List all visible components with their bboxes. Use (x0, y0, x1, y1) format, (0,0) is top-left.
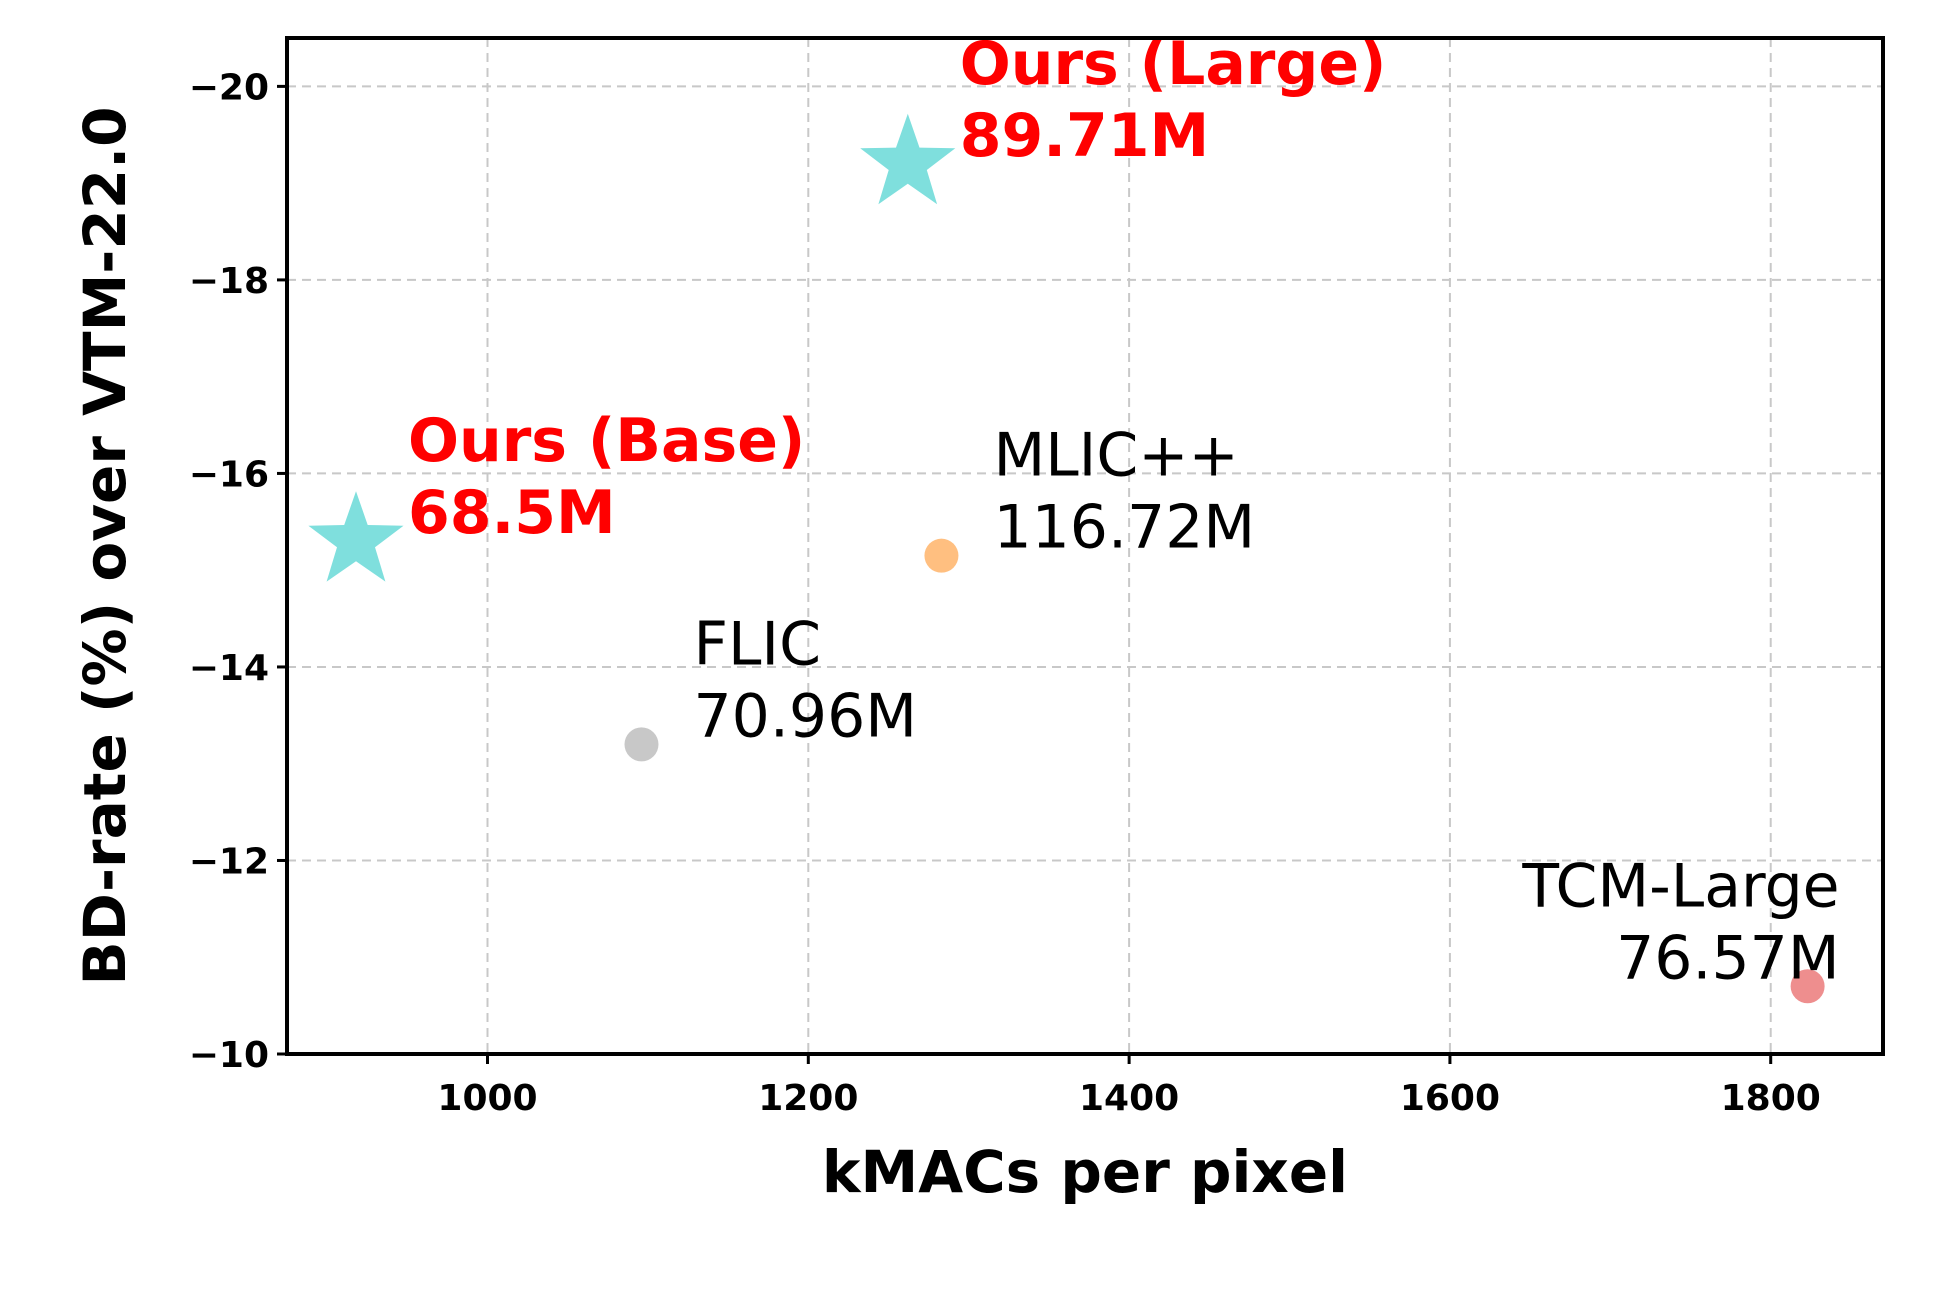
point-ours-large: Ours (Large)89.71M (860, 29, 1387, 205)
x-tick-label: 1800 (1721, 1078, 1821, 1119)
circle-marker (624, 727, 659, 762)
point-params-label: 116.72M (993, 493, 1255, 563)
point-mlic: MLIC++116.72M (924, 421, 1255, 573)
y-tick-label: −16 (189, 454, 269, 495)
x-tick-label: 1600 (1400, 1078, 1500, 1119)
y-tick-label: −12 (189, 841, 269, 882)
y-tick-label: −18 (189, 261, 269, 302)
data-points: Ours (Large)89.71M Ours (Base)68.5M MLIC++… (308, 29, 1840, 1004)
point-params-label: 68.5M (408, 478, 616, 548)
point-name-label: FLIC (693, 609, 821, 679)
x-tick-label: 1400 (1079, 1078, 1179, 1119)
point-name-label: TCM-Large (1521, 851, 1839, 921)
point-params-label: 70.96M (693, 681, 917, 751)
point-params-label: 76.57M (1616, 923, 1840, 993)
x-tick-label: 1200 (758, 1078, 858, 1119)
y-tick-label: −14 (189, 648, 269, 689)
y-tick-label: −10 (189, 1035, 269, 1076)
point-ours-base: Ours (Base)68.5M (308, 406, 805, 582)
star-marker (308, 491, 404, 582)
y-axis-ticks: −20 −18 −16 −14 −12 −10 (189, 67, 287, 1076)
x-tick-label: 1000 (437, 1078, 537, 1119)
x-axis-ticks: 1000 1200 1400 1600 1800 (437, 1054, 1821, 1119)
x-axis-title: kMACs per pixel (822, 1138, 1348, 1206)
point-params-label: 89.71M (960, 101, 1210, 171)
y-axis-title: BD-rate (%) over VTM-22.0 (71, 107, 139, 986)
circle-marker (1790, 969, 1825, 1004)
point-name-label: MLIC++ (993, 421, 1238, 491)
plot-frame (285, 36, 1885, 1056)
point-name-label: Ours (Large) (960, 29, 1387, 99)
star-marker (860, 113, 956, 205)
circle-marker (924, 538, 959, 573)
y-tick-label: −20 (189, 67, 269, 108)
point-name-label: Ours (Base) (408, 406, 805, 476)
